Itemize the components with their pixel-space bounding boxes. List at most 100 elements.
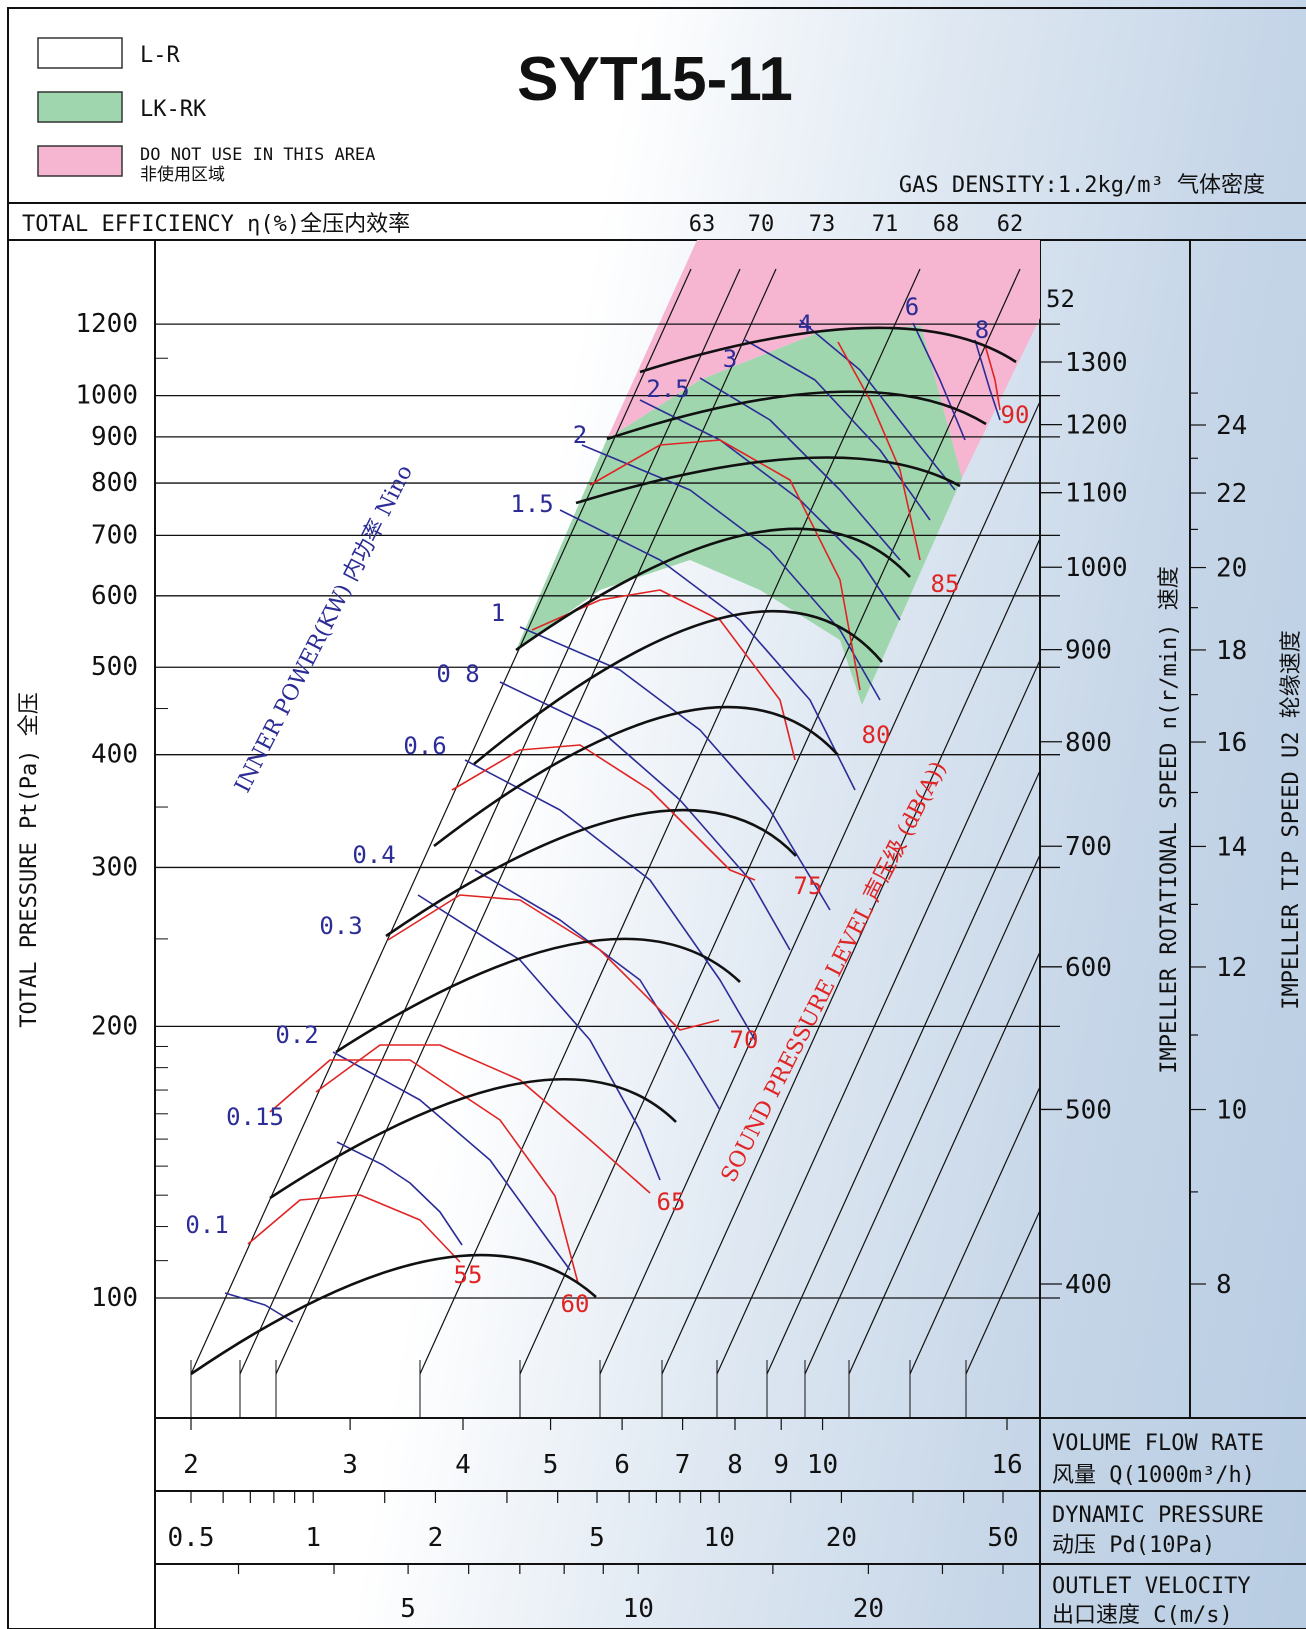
dynamic-tick-label: 20: [826, 1523, 857, 1553]
flow-tick-label: 7: [675, 1450, 691, 1480]
efficiency-diagonal: [419, 268, 921, 1375]
pressure-tick-label: 200: [91, 1011, 138, 1041]
curve-labels: 0.1 0.15 0.2 0.3 0.4 0.6 0 8 1 1.5 2 2.5 3 4 6 8 55 60 65…: [185, 293, 1029, 1318]
sound-pressure-curve: [315, 1044, 651, 1194]
inner-power-curve: [519, 626, 831, 911]
inner-power-curve: [974, 339, 1001, 421]
flow-tick-label: 5: [543, 1450, 559, 1480]
speed-axis-title: IMPELLER ROTATIONAL SPEED n(r/min) 速度: [1157, 566, 1182, 1074]
inner-power-label: 6: [905, 293, 919, 321]
speed-axis-label: IMPELLER ROTATIONAL SPEED n(r/min) 速度: [1157, 566, 1182, 1074]
pressure-tick-label: 500: [91, 652, 138, 682]
inner-power-title: INNER POWER(KW) 内功率 Nino: [230, 461, 418, 797]
efficiency-diagonal: [599, 400, 1040, 1375]
efficiency-diagonal: [519, 268, 1021, 1375]
legend-swatch-lr: [37, 37, 123, 69]
speed-curve: [606, 390, 987, 441]
flow-tick-label: 9: [773, 1450, 789, 1480]
inner-power-label: 2.5: [646, 375, 689, 403]
pressure-tick-label: 900: [91, 422, 138, 452]
pressure-tick-label: 800: [91, 468, 138, 498]
inner-power-curve: [336, 1141, 463, 1246]
speed-curve: [190, 1253, 597, 1376]
speed-tick-label: 500: [1065, 1095, 1112, 1125]
speed-curves: [190, 326, 1017, 1376]
speed-curve: [269, 1077, 677, 1200]
tip-speed-tick-label: 16: [1216, 728, 1247, 758]
legend-label-no-use-cn: 非使用区域: [140, 164, 225, 185]
dynamic-tick-label: 10: [704, 1523, 735, 1553]
chart-title: SYT15-11: [517, 45, 793, 114]
inner-power-curve: [699, 377, 901, 561]
efficiency-label: TOTAL EFFICIENCY η(%)全压内效率: [22, 212, 410, 237]
inner-power-curve: [799, 319, 956, 491]
inner-power-curve: [417, 894, 661, 1181]
speed-top-label: 52: [1046, 285, 1075, 313]
volume-flow-axis: 2 3 4 5 6 7 8 9 10 16: [183, 1418, 1023, 1480]
inner-power-label: 4: [798, 310, 812, 338]
inner-power-label: 1: [491, 599, 505, 627]
pressure-tick-label: 300: [91, 852, 138, 882]
efficiency-value: 68: [933, 212, 960, 237]
pressure-tick-label: 1000: [75, 381, 138, 411]
efficiency-value: 71: [872, 212, 899, 237]
tip-speed-tick-label: 8: [1216, 1270, 1232, 1300]
inner-power-curves: [224, 319, 1001, 1323]
efficiency-diagonal: [804, 853, 1040, 1375]
sound-pressure-curve: [837, 341, 921, 561]
efficiency-diagonal: [909, 1085, 1040, 1375]
lk-rk-zone: [516, 326, 962, 705]
dynamic-tick-label: 1: [305, 1523, 321, 1553]
tip-speed-tick-label: 18: [1216, 636, 1247, 666]
no-use-zone: [607, 240, 1040, 478]
speed-curve: [473, 609, 883, 766]
sound-pressure-label: 60: [561, 1290, 590, 1318]
flow-tick-label: 2: [183, 1450, 199, 1480]
pressure-axis-title: TOTAL PRESSURE Pt(Pa) 全压: [17, 692, 42, 1027]
flow-tick-label: 4: [455, 1450, 471, 1480]
legend-swatch-no-use: [37, 145, 123, 177]
sound-pressure-curve: [387, 894, 720, 1031]
tip-speed-tick-label: 10: [1216, 1096, 1247, 1126]
sound-pressure-curve: [247, 1194, 461, 1263]
inner-power-label: 0.2: [275, 1021, 318, 1049]
speed-tick-label: 800: [1065, 728, 1112, 758]
efficiency-diagonal: [716, 658, 1040, 1375]
legend: L-R LK-RK DO NOT USE IN THIS AREA 非使用区域: [37, 37, 375, 185]
sound-pressure-label: 55: [454, 1261, 483, 1289]
tip-speed-tick-label: 12: [1216, 953, 1247, 983]
sound-pressure-curve: [451, 744, 756, 881]
legend-swatch-lkrk: [37, 91, 123, 123]
inner-power-label: 0.1: [185, 1211, 228, 1239]
flow-tick-label: 6: [614, 1450, 630, 1480]
inner-power-label: 1.5: [510, 490, 553, 518]
dynamic-axis-title: DYNAMIC PRESSURE: [1052, 1503, 1264, 1528]
speed-tick-label: 1100: [1065, 479, 1128, 509]
speed-curve: [433, 705, 839, 848]
sound-pressure-label: 75: [794, 872, 823, 900]
sound-pressure-label: 90: [1001, 401, 1030, 429]
efficiency-value: 73: [809, 212, 836, 237]
velocity-axis-subtitle: 出口速度 C(m/s): [1052, 1603, 1233, 1628]
sound-pressure-curve: [269, 1059, 579, 1284]
pressure-tick-label: 1200: [75, 309, 138, 339]
speed-tick-label: 1000: [1065, 553, 1128, 583]
speed-tick-label: 400: [1065, 1270, 1112, 1300]
speed-curve: [639, 326, 1017, 374]
legend-label-lr: L-R: [140, 43, 180, 68]
efficiency-diagonal: [661, 537, 1040, 1375]
inner-power-annotation: INNER POWER(KW) 内功率 Nino: [230, 461, 418, 797]
tip-speed-tick-label: 24: [1216, 411, 1247, 441]
flow-tick-label: 10: [807, 1450, 838, 1480]
efficiency-diagonal: [190, 268, 692, 1375]
pressure-tick-label: 700: [91, 520, 138, 550]
dynamic-axis-subtitle: 动压 Pd(10Pa): [1052, 1533, 1215, 1558]
operating-zones: [516, 240, 1040, 705]
tip-speed-axis-label: IMPELLER TIP SPEED U2 轮缘速度: [1279, 630, 1304, 1009]
pressure-tick-label: 400: [91, 740, 138, 770]
inner-power-label: 8: [975, 316, 989, 344]
pressure-axis: 100 200 300 400 500 600 700 800 900 1000 1200: [75, 309, 138, 1313]
sound-pressure-curve: [589, 439, 861, 691]
inner-power-curve: [474, 869, 721, 1111]
